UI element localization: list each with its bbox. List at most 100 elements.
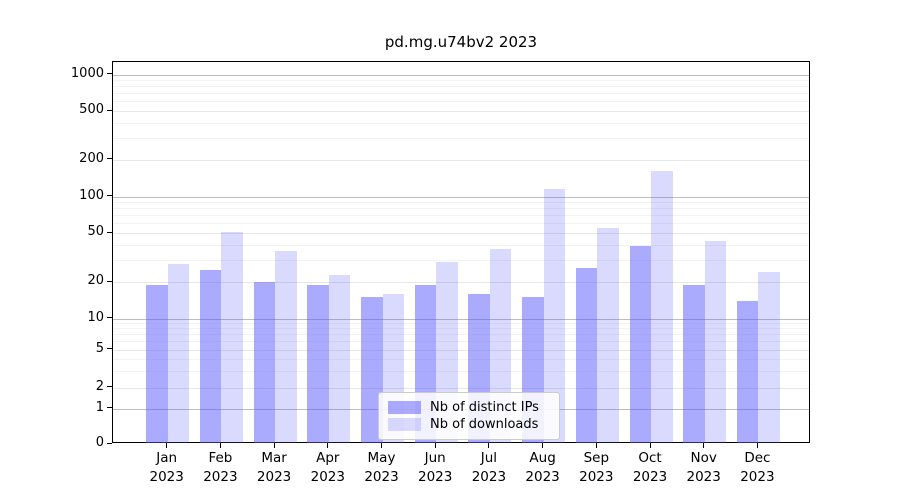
bar-distinct-ips-nov [683,284,705,443]
x-tick-year: 2023 [525,469,560,485]
x-tick-label-apr: Apr 2023 [296,449,360,487]
gridline-minor-60 [113,223,809,225]
y-tick-label-0: 0 [95,435,104,450]
bar-distinct-ips-dec [736,300,759,443]
y-tick-mark-200 [107,158,112,160]
y-tick-mark-0 [107,442,112,444]
bar-downloads-jan [167,264,190,443]
bar-distinct-ips-may [361,297,383,443]
y-tick-mark-1 [107,407,112,408]
chart-title: pd.mg.u74bv2 2023 [384,33,538,51]
bar-downloads-nov [704,241,727,443]
x-tick-mark-jun [434,443,436,448]
gridline-minor-700 [113,93,809,95]
gridline-y-500 [113,111,809,112]
gridline-minor-80 [113,208,809,210]
x-tick-label-oct: Oct 2023 [618,449,682,487]
y-tick-mark-50 [107,231,112,233]
x-tick-month: Jun [424,450,446,466]
y-tick-mark-20 [107,280,112,282]
x-tick-label-nov: Nov 2023 [672,449,736,487]
gridline-minor-90 [113,202,809,204]
y-tick-label-5: 5 [95,340,104,356]
gridline-minor-7 [113,334,809,336]
x-tick-label-dec: Dec 2023 [725,449,789,487]
x-tick-month: Aug [529,450,556,466]
legend-label-distinct-ips: Nb of distinct IPs [430,400,539,415]
gridline-minor-40 [113,244,809,246]
x-tick-year: 2023 [740,469,775,485]
x-tick-mark-nov [703,443,705,448]
gridline-y-10 [113,318,809,320]
x-tick-label-may: May 2023 [350,449,414,487]
gridline-y-1000 [113,74,809,76]
x-tick-mark-dec [756,443,758,448]
bar-distinct-ips-jan [146,284,168,443]
x-tick-year: 2023 [149,469,184,485]
gridline-minor-30 [113,260,809,262]
y-tick-mark-100 [107,195,112,197]
bar-distinct-ips-mar [253,282,276,443]
x-tick-label-feb: Feb 2023 [188,449,252,487]
x-tick-mark-apr [327,443,329,448]
y-tick-label-100: 100 [79,187,104,203]
bar-downloads-oct [651,170,673,443]
x-tick-year: 2023 [364,469,399,485]
x-tick-month: Mar [261,450,287,466]
x-tick-year: 2023 [632,469,668,485]
y-tick-label-50: 50 [87,224,104,239]
legend-swatch-distinct-ips [388,401,421,414]
bar-downloads-apr [328,274,351,443]
x-tick-label-aug: Aug 2023 [511,449,575,487]
x-tick-mark-sep [595,443,597,448]
x-tick-month: Feb [208,450,233,466]
y-tick-mark-1000 [107,73,112,75]
x-tick-month: Dec [744,450,771,466]
bar-distinct-ips-feb [199,270,222,443]
x-tick-mark-feb [219,443,221,448]
y-tick-label-500: 500 [79,102,104,117]
y-tick-label-20: 20 [87,273,104,288]
y-tick-label-1000: 1000 [70,65,104,81]
x-tick-label-jan: Jan 2023 [135,449,199,487]
y-tick-label-10: 10 [87,309,104,325]
x-tick-month: May [367,450,396,466]
y-tick-mark-2 [107,386,112,387]
legend-swatch-downloads [388,418,421,431]
gridline-y-100 [113,196,809,198]
y-tick-label-2: 2 [95,378,104,394]
x-tick-year: 2023 [418,469,453,485]
gridline-y-2 [113,387,809,389]
gridline-minor-900 [113,80,809,82]
bar-distinct-ips-apr [307,284,329,443]
x-tick-year: 2023 [471,469,507,485]
gridline-minor-300 [113,138,809,140]
gridline-y-50 [113,233,809,234]
gridline-minor-400 [113,122,809,124]
x-tick-year: 2023 [686,469,721,485]
x-tick-month: Jan [156,450,178,466]
gridline-minor-600 [113,101,809,103]
bar-downloads-sep [597,228,619,443]
legend-item-distinct-ips: Nb of distinct IPs [388,399,550,416]
legend: Nb of distinct IPs Nb of downloads [378,392,560,440]
x-tick-month: Oct [638,450,662,466]
gridline-minor-4 [113,358,809,360]
gridline-y-200 [113,159,809,161]
y-tick-mark-10 [107,317,112,318]
legend-label-downloads: Nb of downloads [430,417,539,432]
gridline-minor-6 [113,341,809,343]
x-tick-mark-may [381,443,382,448]
y-tick-label-200: 200 [79,150,104,166]
x-tick-year: 2023 [579,469,614,485]
x-tick-mark-jul [488,443,490,448]
bar-downloads-dec [758,272,780,443]
gridline-minor-70 [113,215,809,217]
x-tick-label-sep: Sep 2023 [564,449,628,487]
x-tick-label-jul: Jul 2023 [457,449,521,487]
plot-area [112,61,810,443]
x-tick-year: 2023 [203,469,238,485]
bar-distinct-ips-oct [629,246,651,443]
gridline-minor-9 [113,323,809,325]
